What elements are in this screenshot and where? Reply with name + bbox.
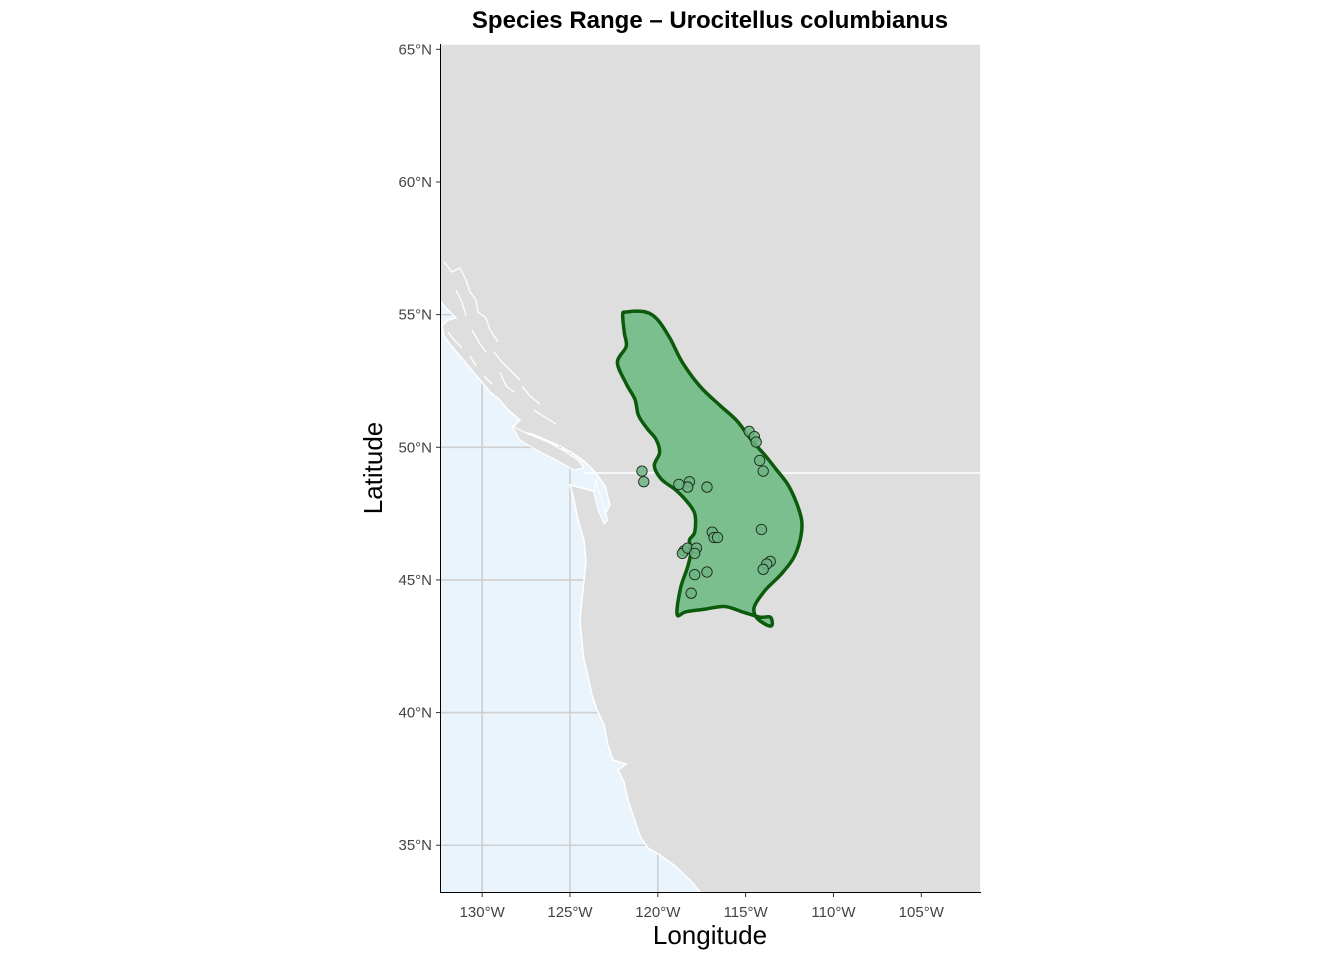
occurrence-point xyxy=(636,465,648,477)
occurrence-point xyxy=(757,563,769,575)
x-tick-label: 120°W xyxy=(635,904,681,921)
map-panel xyxy=(440,44,981,893)
vancouver-island xyxy=(510,424,586,471)
occurrence-point xyxy=(750,436,762,448)
occurrence-point xyxy=(755,523,768,536)
x-axis-title: Longitude xyxy=(653,920,767,950)
coastline-fjords xyxy=(443,261,557,425)
occurrence-point xyxy=(757,465,769,477)
occurrence-point xyxy=(638,476,650,488)
y-tick-label: 35°N xyxy=(398,837,432,854)
x-tick-label: 125°W xyxy=(547,904,593,921)
occurrence-point xyxy=(701,566,713,578)
puget-sound xyxy=(593,479,609,525)
x-tick-label: 115°W xyxy=(724,904,769,921)
x-tick-label: 110°W xyxy=(811,904,856,921)
occurrence-point xyxy=(673,478,685,491)
occurrence-point xyxy=(711,531,724,544)
x-tick-label: 130°W xyxy=(460,904,506,921)
occurrence-point xyxy=(689,568,701,581)
x-axis-ticks: 130°W 125°W 120°W 115°W 110°W 105°W xyxy=(460,893,945,921)
y-tick-label: 40°N xyxy=(398,705,432,722)
occurrence-point xyxy=(701,481,713,493)
y-tick-label: 65°N xyxy=(398,41,432,58)
occurrence-point xyxy=(685,587,697,599)
occurrence-point xyxy=(754,454,766,467)
y-tick-label: 60°N xyxy=(398,174,432,191)
chart-title: Species Range – Urocitellus columbianus xyxy=(472,7,948,34)
occurrence-points xyxy=(636,425,776,599)
y-axis-title: Latitude xyxy=(358,422,388,515)
x-tick-label: 105°W xyxy=(899,904,945,921)
occurrence-point xyxy=(689,547,701,560)
y-axis-ticks: 35°N 40°N 45°N 50°N 55°N 60°N 65°N xyxy=(398,41,440,854)
y-tick-label: 50°N xyxy=(398,439,432,456)
y-tick-label: 45°N xyxy=(398,572,432,589)
y-tick-label: 55°N xyxy=(398,307,432,324)
